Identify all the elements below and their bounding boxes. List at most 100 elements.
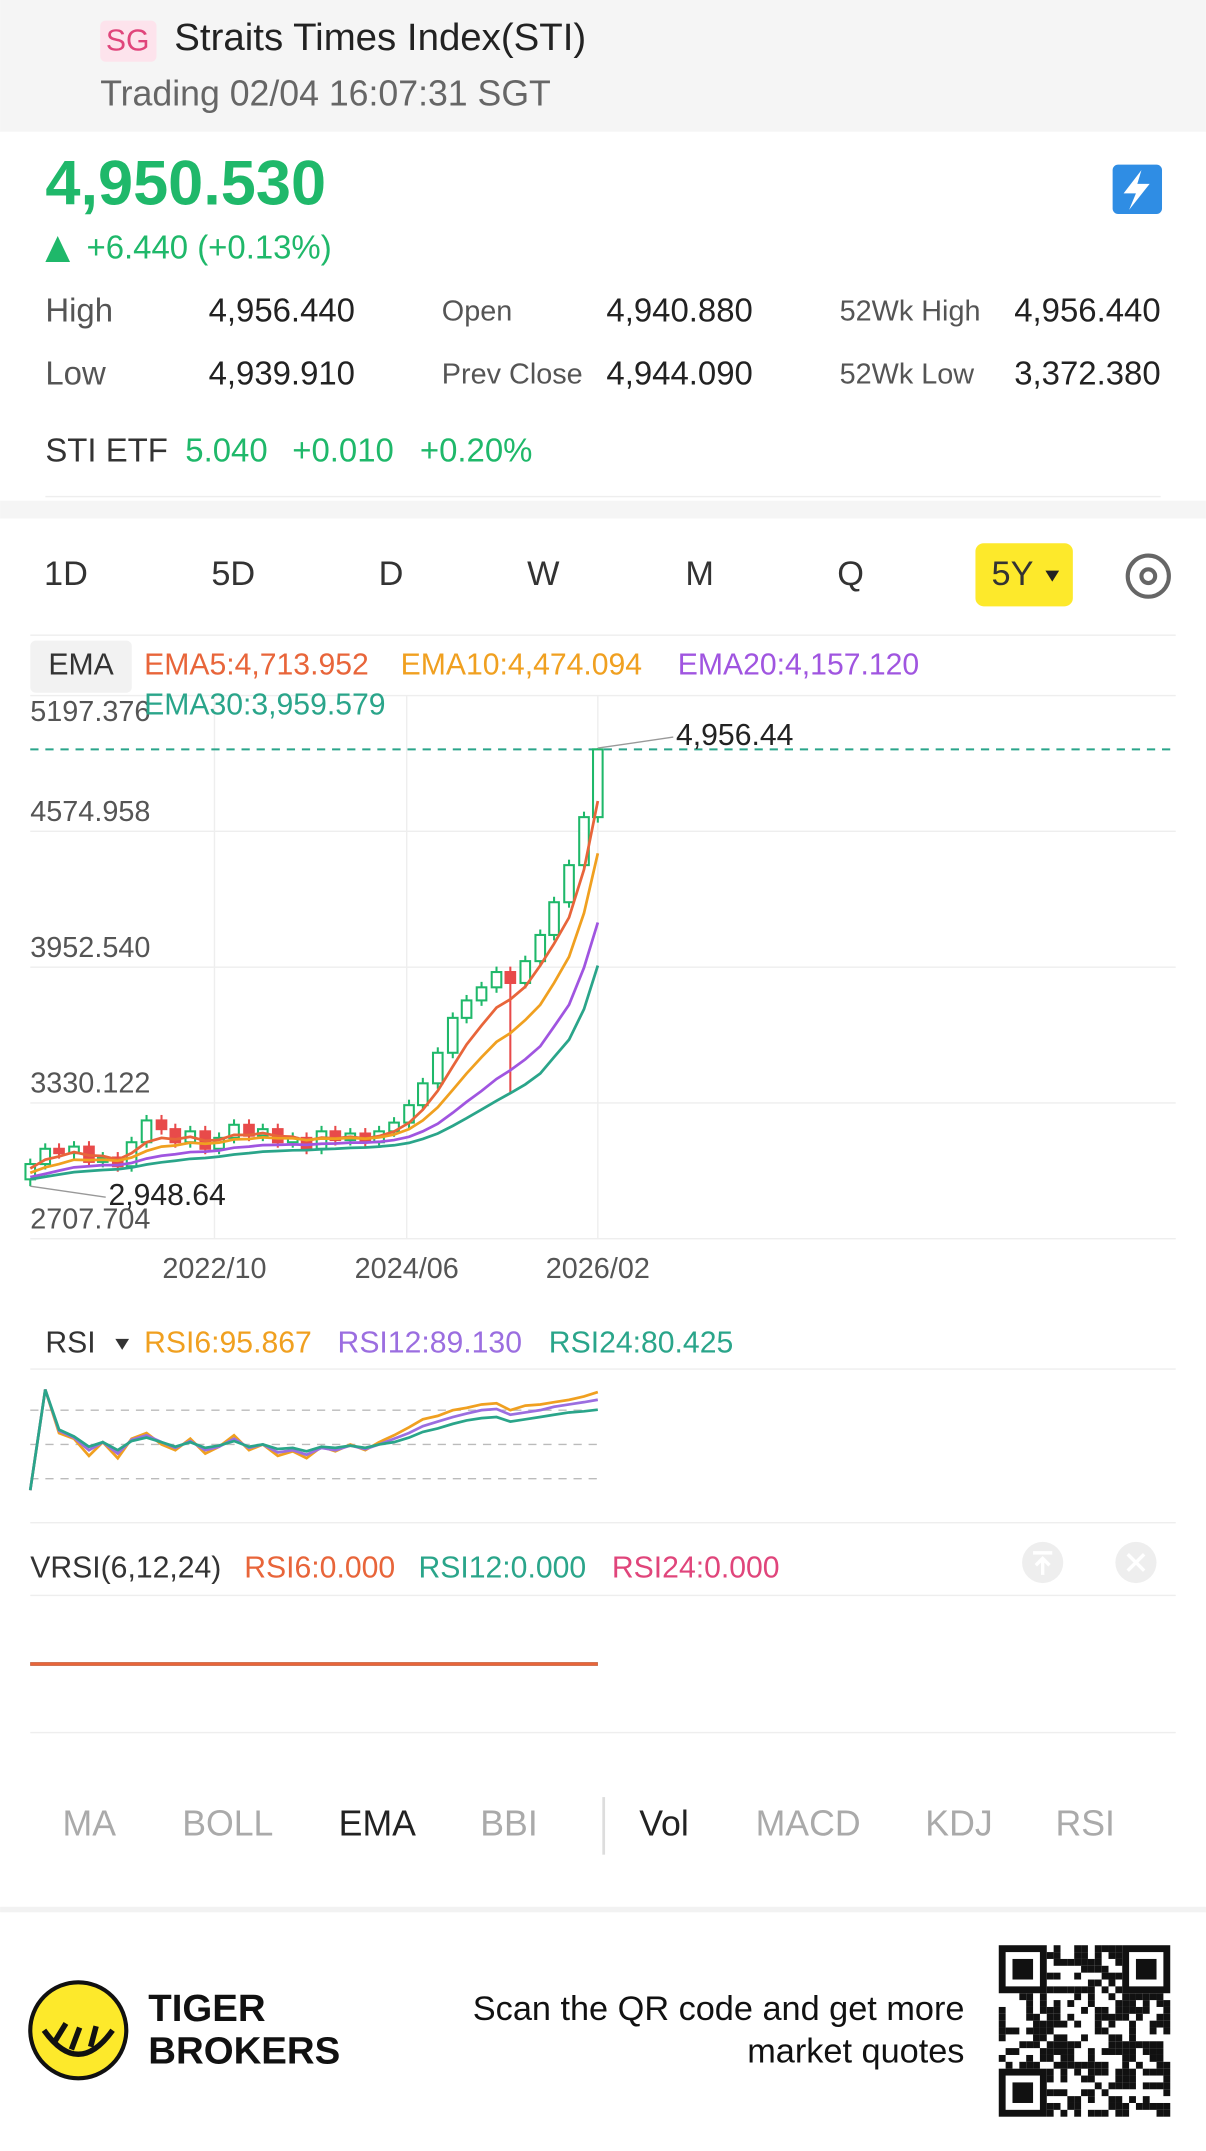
qr-cell: [1033, 2061, 1040, 2069]
qr-cell: [1129, 2020, 1136, 2028]
qr-cell: [1081, 1965, 1088, 1973]
qr-cell: [1094, 1965, 1102, 1973]
tab[interactable]: 1D: [44, 555, 88, 593]
qr-cell: [1135, 2061, 1143, 2069]
qr-cell: [1087, 1958, 1095, 1966]
change: +6.440 (+0.13%): [87, 228, 332, 265]
qr-cell: [1087, 1979, 1095, 1987]
series-line: [29, 853, 600, 1175]
qr-cell: [1067, 2102, 1075, 2110]
price: 4,950.530: [45, 149, 326, 219]
indicator-tab[interactable]: BBI: [480, 1803, 537, 1843]
legend-entry: RSI12:89.130: [338, 1326, 522, 1359]
qr-cell: [1081, 2006, 1088, 2014]
qr-cell: [1142, 2006, 1150, 2014]
qr-cell: [1060, 2048, 1068, 2055]
indicator-tab[interactable]: Vol: [639, 1803, 689, 1843]
qr-cell: [1094, 2020, 1102, 2028]
qr-cell: [1135, 2041, 1143, 2049]
qr-cell: [1053, 2041, 1061, 2049]
qr-cell: [1074, 1972, 1082, 1980]
qr-cell: [1060, 2054, 1068, 2062]
qr-cell: [1087, 1965, 1095, 1973]
qr-cell: [1101, 1965, 1109, 1973]
qr-cell: [1074, 2109, 1082, 2117]
qr-cell: [1101, 2027, 1109, 2035]
qr-cell: [1060, 2068, 1068, 2076]
tab[interactable]: W: [527, 555, 560, 593]
tab[interactable]: D: [379, 555, 404, 593]
qr-cell: [1135, 2006, 1143, 2014]
qr-cell: [1115, 2006, 1123, 2014]
header-bg: [0, 0, 1206, 132]
qr-cell: [1108, 2034, 1116, 2042]
tab[interactable]: 5Y: [992, 555, 1034, 593]
indicator-tab[interactable]: KDJ: [925, 1803, 992, 1843]
tab[interactable]: Q: [837, 555, 864, 593]
qr-cell: [1122, 2048, 1130, 2055]
indicator-tab[interactable]: MACD: [756, 1803, 861, 1843]
etf-percent: +0.20%: [420, 431, 533, 468]
candle-body: [548, 901, 560, 936]
qr-cell: [1122, 2109, 1130, 2117]
qr-cell: [1019, 1993, 1027, 2001]
qr-cell: [1060, 2075, 1068, 2083]
qr-cell: [1060, 2041, 1068, 2049]
qr-cell: [1101, 2048, 1109, 2055]
y-tick-label: 3952.540: [30, 932, 150, 964]
etf-price: 5.040: [185, 431, 267, 468]
indicator-tab[interactable]: EMA: [339, 1803, 416, 1843]
series-line: [28, 1389, 599, 1491]
qr-cell: [1081, 2034, 1088, 2042]
qr-cell: [998, 2020, 1006, 2028]
etf-label: STI ETF: [45, 431, 167, 468]
qr-cell: [1026, 1993, 1034, 2001]
qr-cell: [998, 2006, 1006, 2014]
qr-cell: [1115, 1972, 1123, 1980]
qr-cell: [1135, 2102, 1143, 2110]
qr-cell: [1094, 1958, 1102, 1966]
qr-cell: [1094, 1979, 1102, 1987]
footer-sep: [0, 1906, 1206, 1913]
qr-cell: [1163, 2000, 1171, 2007]
qr-cell: [1039, 1993, 1047, 2001]
qr-cell: [1026, 2013, 1034, 2021]
qr-cell: [1053, 1958, 1061, 1966]
qr-cell: [1156, 2041, 1164, 2049]
qr-cell: [1149, 2068, 1157, 2076]
series-line: [29, 800, 600, 1170]
qr-cell: [1074, 1958, 1082, 1966]
qr-cell: [1053, 2013, 1061, 2021]
qr-cell: [1163, 2102, 1171, 2110]
qr-cell: [998, 2013, 1006, 2021]
dropdown[interactable]: [115, 1338, 130, 1350]
indicator-tab[interactable]: BOLL: [182, 1803, 273, 1843]
legend-entry: RSI6:95.867: [144, 1326, 312, 1359]
qr-cell: [1053, 2006, 1061, 2014]
indicator-chip[interactable]: [30, 640, 132, 693]
indicator-tab[interactable]: MA: [63, 1803, 117, 1843]
qr-cell: [1108, 1972, 1116, 1980]
cta: market quotes: [747, 2033, 964, 2071]
annotation-leader: [30, 1185, 106, 1198]
qr-cell: [1060, 1958, 1068, 1966]
candle-body: [417, 1082, 429, 1107]
tab[interactable]: 5D: [211, 555, 255, 593]
qr-cell: [1108, 1993, 1116, 2001]
settings-icon[interactable]: [1125, 553, 1171, 599]
annotation-leader: [597, 736, 674, 749]
stat-value: 4,956.440: [1014, 291, 1160, 328]
pin-glyph: [1033, 1551, 1053, 1575]
y-tick-label: 4574.958: [30, 796, 150, 828]
indicator-tab[interactable]: RSI: [1055, 1803, 1114, 1843]
qr-cell: [1060, 2109, 1068, 2117]
qr-cell: [1033, 2027, 1040, 2035]
qr-cell: [1005, 2048, 1013, 2055]
y-tick-label: 5197.376: [30, 696, 150, 728]
candle-body: [563, 864, 575, 904]
candle-body: [39, 1147, 52, 1166]
tab[interactable]: M: [685, 555, 714, 593]
qr-cell: [1108, 2013, 1116, 2021]
qr-cell: [1163, 2013, 1171, 2021]
